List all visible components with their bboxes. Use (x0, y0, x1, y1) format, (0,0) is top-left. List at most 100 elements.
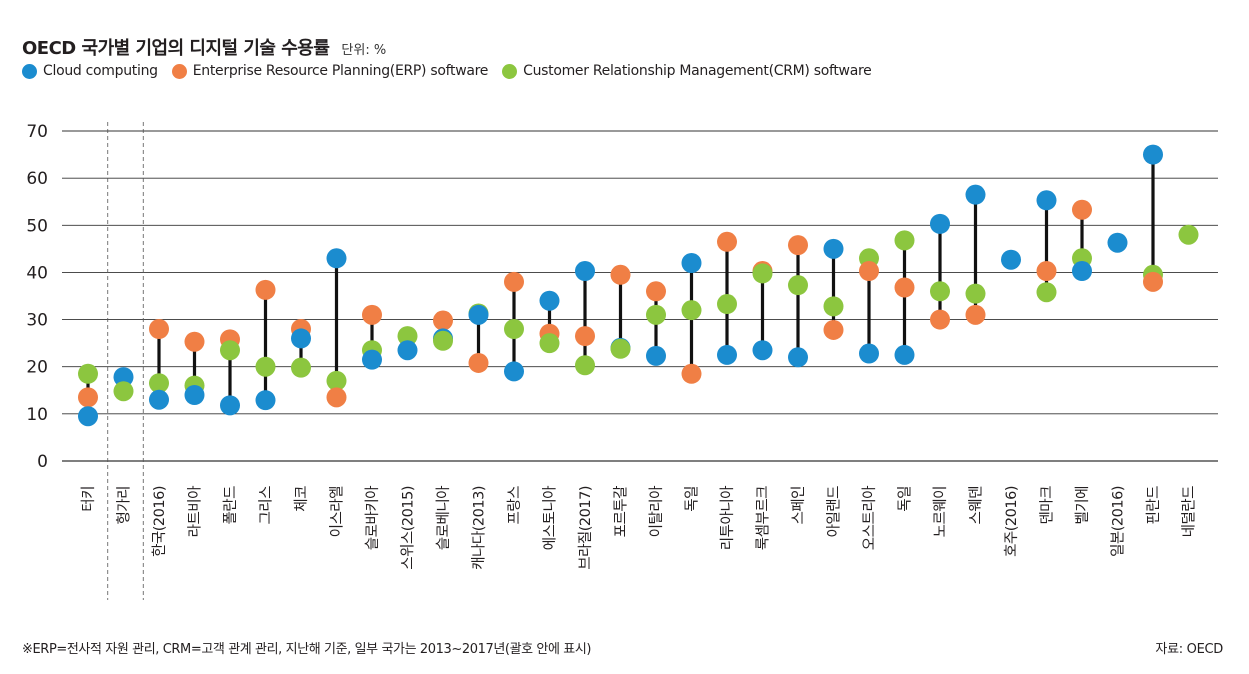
y-tick-label-0: 0 (37, 452, 48, 472)
legend-item-erp: Enterprise Resource Planning(ERP) softwa… (171, 63, 489, 79)
dot-crm-10 (433, 330, 453, 351)
legend-label-cloud: Cloud computing (43, 63, 158, 79)
legend-dot-crm (502, 63, 518, 79)
dot-cloud-16 (646, 345, 666, 366)
dot-crm-31 (1178, 224, 1199, 245)
x-tick-label-0: 터키 (80, 486, 97, 512)
y-tick-label-70: 70 (26, 122, 48, 142)
x-tick-label-23: 독일 (897, 486, 914, 512)
x-tick-label-17: 독일 (684, 486, 701, 512)
dot-erp-18 (717, 231, 737, 252)
x-tick-label-10: 슬로베니아 (435, 486, 452, 550)
x-tick-label-14: 브라질(2017) (577, 486, 594, 570)
dot-cloud-14 (575, 261, 595, 282)
chart-legend: Cloud computing Enterprise Resource Plan… (22, 63, 885, 79)
x-tick-label-18: 리투아니아 (719, 486, 736, 550)
chart-title: OECD 국가별 기업의 디지털 기술 수용률 (22, 38, 330, 59)
dot-cloud-3 (184, 385, 205, 405)
legend-item-cloud: Cloud computing (22, 63, 158, 79)
dot-cloud-28 (1072, 261, 1092, 282)
dot-crm-15 (610, 338, 631, 359)
dot-crm-17 (681, 300, 702, 321)
dot-erp-24 (930, 309, 950, 330)
chart-header: OECD 국가별 기업의 디지털 기술 수용률 단위: % (22, 34, 386, 60)
dot-erp-14 (575, 326, 595, 347)
dot-crm-12 (504, 319, 524, 339)
dot-erp-11 (468, 352, 489, 373)
legend-dot-cloud (22, 63, 37, 79)
footnote: ※ERP=전사적 자원 관리, CRM=고객 관계 관리, 지난해 기준, 일부… (22, 642, 592, 657)
dot-erp-8 (362, 304, 382, 325)
dot-crm-23 (894, 230, 915, 251)
x-tick-label-25: 스웨덴 (968, 486, 985, 525)
dot-erp-21 (823, 319, 844, 340)
dot-cloud-22 (859, 343, 879, 364)
dot-erp-28 (1072, 199, 1092, 220)
x-tick-label-19: 룩셈부르크 (755, 486, 772, 550)
dot-crm-18 (717, 294, 737, 315)
x-tick-label-31: 네덜란드 (1181, 486, 1198, 538)
dot-erp-10 (433, 310, 453, 331)
x-tick-label-3: 라트비아 (187, 486, 204, 538)
x-tick-label-28: 벨기에 (1074, 486, 1091, 525)
dot-crm-6 (291, 357, 311, 378)
dot-crm-20 (788, 275, 808, 296)
dot-crm-7 (326, 370, 347, 391)
dot-crm-27 (1036, 282, 1057, 303)
dot-erp-12 (504, 271, 524, 292)
x-tick-label-27: 덴마크 (1039, 486, 1056, 525)
x-tick-label-15: 포르투갈 (613, 486, 630, 538)
dot-crm-13 (539, 333, 560, 354)
legend-label-crm: Customer Relationship Management(CRM) so… (523, 63, 872, 79)
dot-cloud-7 (326, 248, 347, 269)
dot-crm-5 (255, 356, 276, 377)
dot-erp-27 (1036, 261, 1057, 282)
x-tick-label-20: 스페인 (790, 486, 807, 525)
dot-cloud-6 (291, 328, 311, 349)
dot-erp-5 (255, 279, 276, 300)
dot-cloud-21 (823, 238, 844, 259)
dot-cloud-5 (255, 390, 276, 411)
dot-cloud-1 (113, 367, 134, 388)
x-tick-label-9: 스위스(2015) (400, 486, 417, 570)
dot-cloud-25 (965, 184, 986, 205)
x-tick-label-11: 캐나다(2013) (471, 486, 488, 570)
x-tick-label-4: 폴란드 (222, 486, 239, 525)
dot-erp-23 (894, 277, 915, 298)
legend-item-crm: Customer Relationship Management(CRM) so… (502, 63, 872, 79)
dot-cloud-30 (1143, 144, 1163, 165)
x-tick-label-13: 에스토니아 (542, 486, 559, 550)
dot-cloud-11 (468, 304, 489, 325)
y-tick-label-40: 40 (26, 263, 48, 283)
x-tick-label-26: 호주(2016) (1004, 486, 1020, 557)
dot-erp-30 (1143, 271, 1163, 292)
y-tick-label-20: 20 (26, 358, 48, 378)
dot-cloud-17 (681, 253, 702, 273)
dot-erp-0 (78, 387, 98, 408)
dot-cloud-2 (149, 389, 169, 410)
dot-erp-3 (184, 331, 205, 352)
y-tick-label-10: 10 (26, 405, 48, 425)
x-tick-label-30: 핀란드 (1145, 486, 1162, 525)
dot-crm-21 (823, 296, 844, 317)
dot-crm-24 (930, 281, 950, 302)
dot-crm-9 (397, 326, 418, 347)
x-tick-label-8: 슬로바키아 (364, 486, 381, 550)
x-tick-label-29: 일본(2016) (1110, 486, 1127, 557)
dot-crm-1 (113, 381, 134, 402)
x-tick-label-6: 체코 (293, 486, 310, 512)
dot-erp-16 (646, 281, 666, 302)
x-tick-label-16: 이탈리아 (648, 486, 665, 538)
legend-label-erp: Enterprise Resource Planning(ERP) softwa… (192, 63, 489, 79)
dot-erp-15 (610, 264, 631, 285)
dot-erp-2 (149, 319, 169, 339)
legend-dot-erp (171, 63, 187, 79)
y-tick-label-30: 30 (26, 311, 48, 331)
dot-crm-16 (646, 304, 666, 325)
x-tick-label-24: 노르웨이 (932, 486, 949, 537)
x-tick-label-2: 한국(2016) (151, 486, 168, 557)
x-tick-label-5: 그리스 (258, 486, 275, 525)
dot-cloud-12 (504, 361, 524, 382)
source-note: 자료: OECD (1155, 642, 1223, 657)
